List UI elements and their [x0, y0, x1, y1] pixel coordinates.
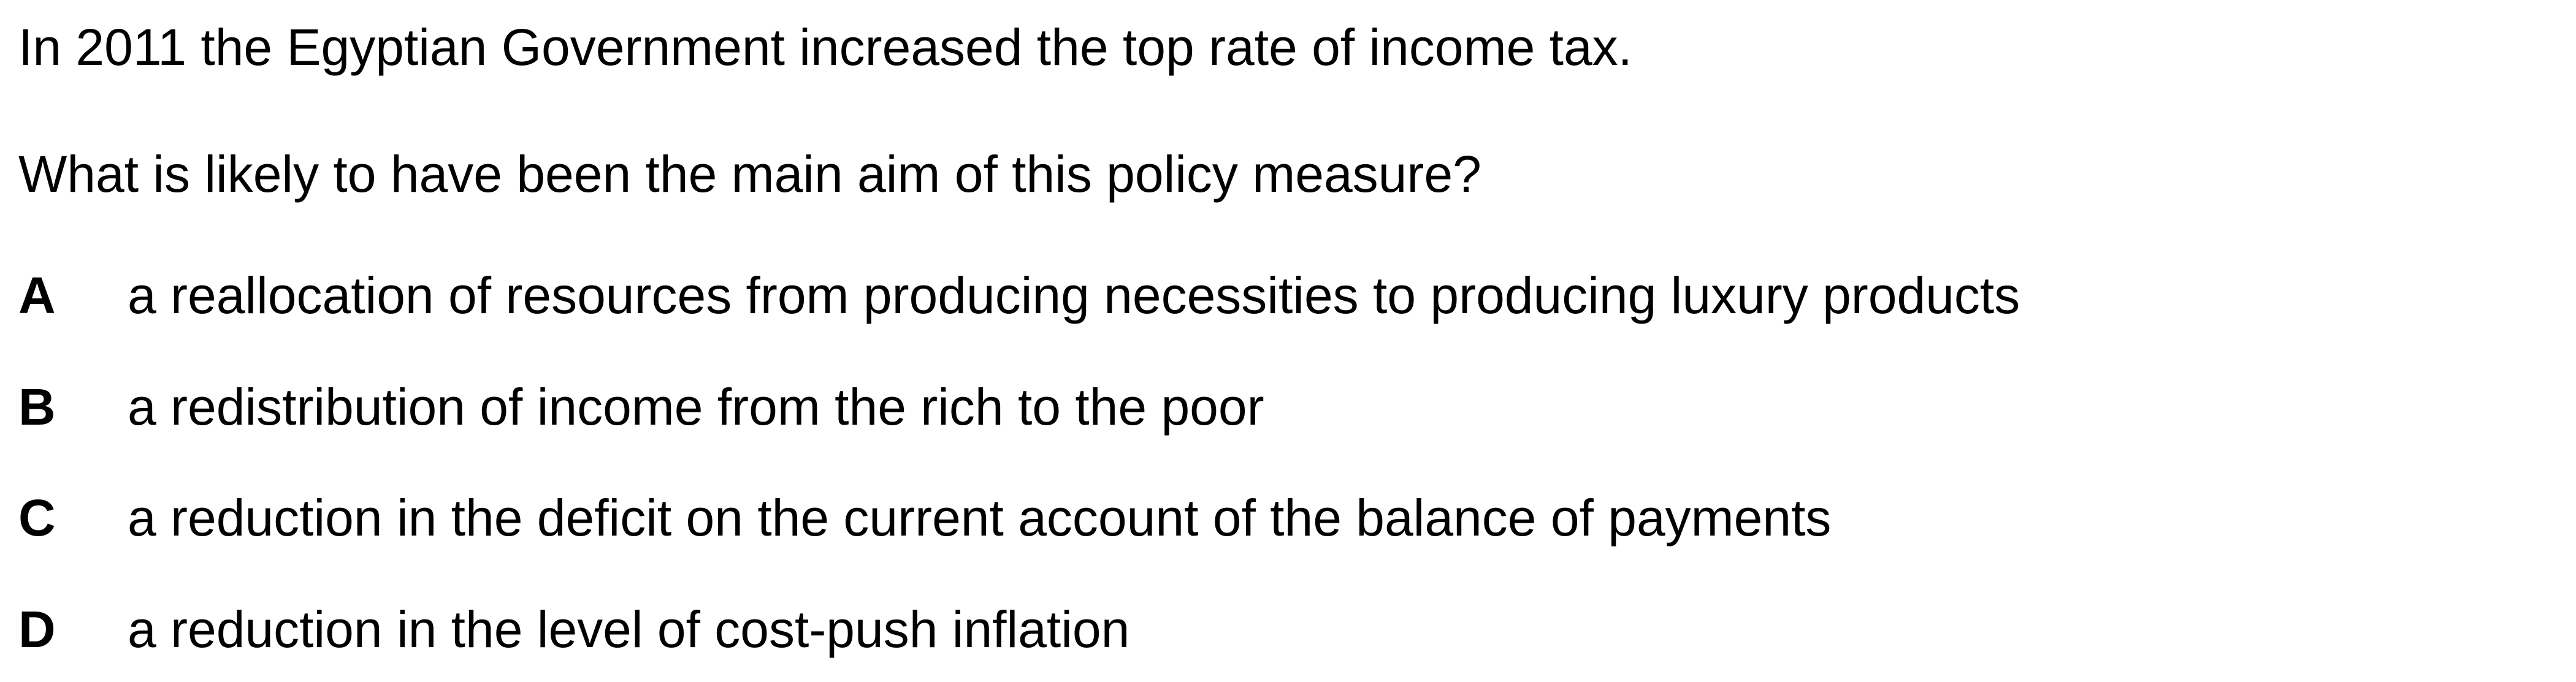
- option-c[interactable]: C a reduction in the deficit on the curr…: [18, 492, 1831, 553]
- option-letter: A: [18, 267, 56, 324]
- option-a[interactable]: A a reallocation of resources from produ…: [18, 270, 2020, 331]
- option-text: a redistribution of income from the rich…: [128, 378, 1264, 436]
- option-d[interactable]: D a reduction in the level of cost-push …: [18, 604, 1129, 665]
- question-context: In 2011 the Egyptian Government increase…: [18, 18, 1633, 76]
- option-b[interactable]: B a redistribution of income from the ri…: [18, 381, 1264, 442]
- option-letter: B: [18, 378, 56, 436]
- option-letter: C: [18, 489, 56, 547]
- option-letter: D: [18, 601, 56, 658]
- question-prompt: What is likely to have been the main aim…: [18, 145, 1481, 203]
- option-text: a reallocation of resources from produci…: [128, 267, 2020, 324]
- option-text: a reduction in the level of cost-push in…: [128, 601, 1130, 658]
- option-text: a reduction in the deficit on the curren…: [128, 489, 1832, 547]
